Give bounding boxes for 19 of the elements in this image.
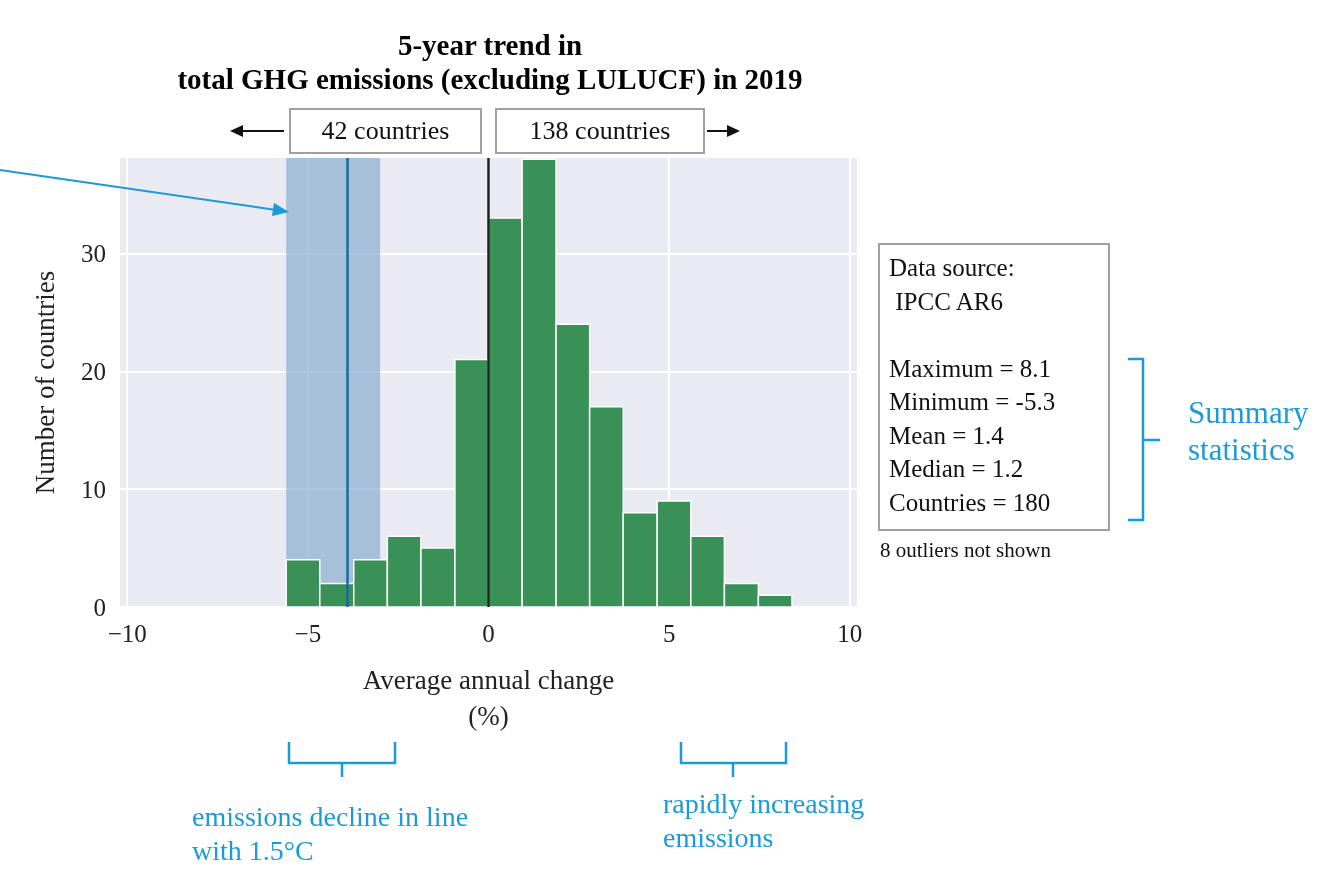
x-tick-label: 5 — [662, 620, 676, 647]
text: 42 countries — [289, 108, 482, 154]
text: 8 outliers not shown — [880, 538, 1051, 564]
chart-title: 5-year trend in total GHG emissions (excluding LULUCF) in 2019 — [176, 28, 804, 96]
x-tick-label: −5 — [294, 620, 322, 647]
text: Summary statistics — [1188, 394, 1310, 469]
x-tick-label: 10 — [837, 620, 863, 647]
y-axis-title: Number of countries — [29, 270, 60, 495]
x-axis-title: Average annual change (%) — [362, 665, 615, 731]
y-tick-label: 30 — [81, 239, 106, 267]
y-tick-label: 10 — [81, 475, 106, 503]
text: emissions decline in line with 1.5°C — [192, 800, 470, 868]
x-tick-label: −10 — [107, 620, 147, 647]
x-tick-label: 0 — [482, 620, 495, 647]
y-tick-label: 0 — [93, 593, 106, 621]
text: Data source: IPCC AR6 Maximum = 8.1 Minimum = -5.3 Mean = 1.4 Median = 1.2 Countries = 180 — [889, 254, 1056, 516]
text: rapidly increasing emissions — [663, 787, 866, 855]
text: 138 countries — [495, 108, 705, 154]
y-tick-label: 20 — [81, 357, 106, 385]
